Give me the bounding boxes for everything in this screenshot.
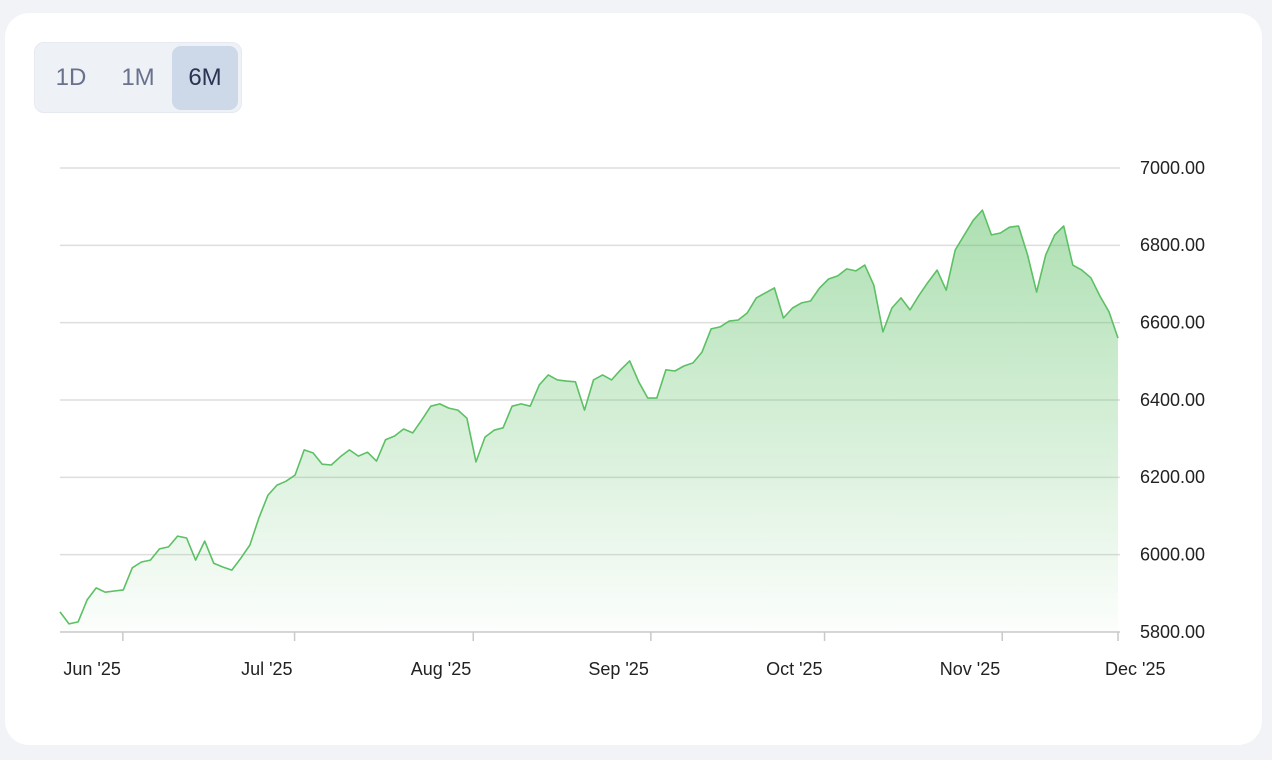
x-tick-label: Sep '25 xyxy=(588,659,649,679)
area-line xyxy=(59,209,1119,625)
range-button[interactable]: 6M xyxy=(172,46,238,110)
y-tick-label: 7000.00 xyxy=(1140,158,1205,178)
range-selector: 1D 1M 6M xyxy=(34,42,242,113)
x-tick-label: Aug '25 xyxy=(411,659,472,679)
y-tick-label: 6600.00 xyxy=(1140,312,1205,332)
x-tick-label: Oct '25 xyxy=(766,659,822,679)
x-tick-label: Nov '25 xyxy=(940,659,1000,679)
y-tick-label: 6000.00 xyxy=(1140,544,1205,564)
y-tick-label: 6800.00 xyxy=(1140,235,1205,255)
x-tick-label: Dec '25 xyxy=(1105,659,1165,679)
y-tick-label: 5800.00 xyxy=(1140,622,1205,642)
area-fill xyxy=(60,210,1118,632)
x-tick-label: Jul '25 xyxy=(241,659,292,679)
x-tick-label: Jun '25 xyxy=(63,659,120,679)
y-tick-label: 6400.00 xyxy=(1140,390,1205,410)
range-button[interactable]: 1M xyxy=(121,64,155,91)
y-tick-label: 6200.00 xyxy=(1140,467,1205,487)
range-button[interactable]: 1D xyxy=(55,64,87,91)
